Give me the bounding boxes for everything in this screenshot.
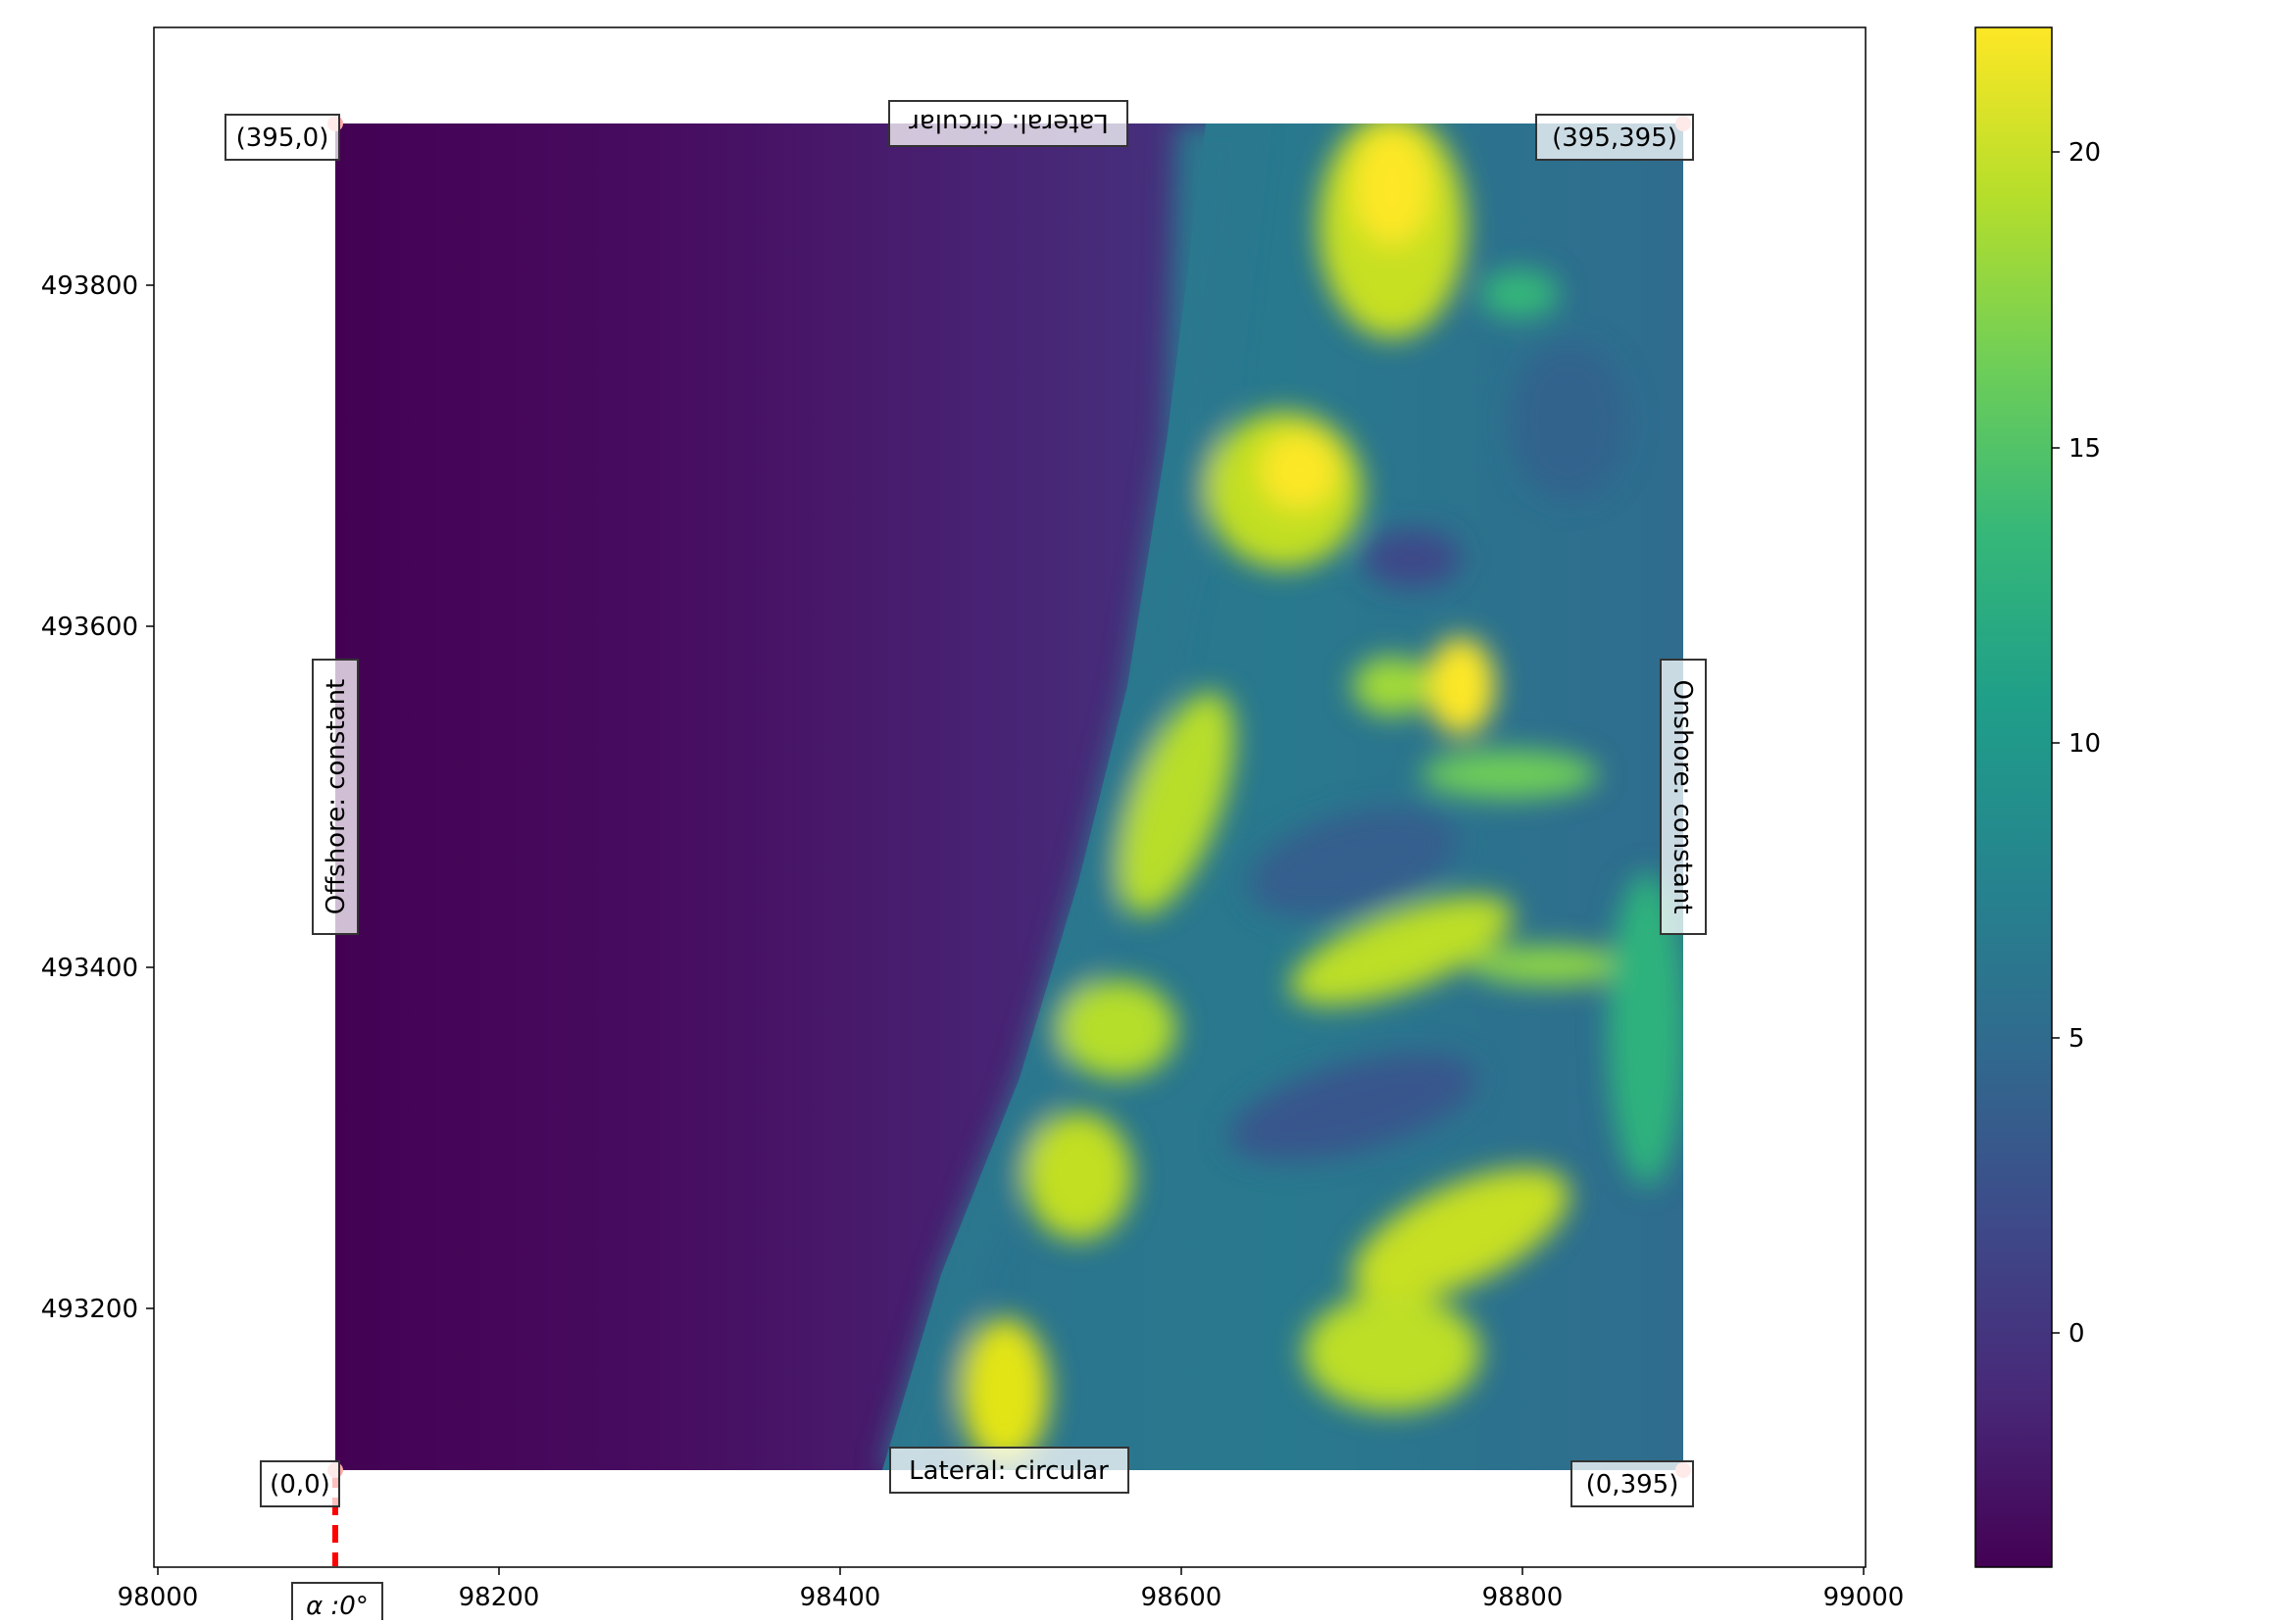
y-tick-label: 493600 [41, 613, 138, 642]
y-tick-label: 493200 [41, 1295, 138, 1324]
angle-label-box [291, 1582, 383, 1624]
colorbar-tick-label: 20 [2068, 138, 2101, 168]
colorbar-tick-label: 10 [2068, 729, 2101, 759]
corner-label-bottom-right: (0,395) [1586, 1470, 1679, 1500]
corner-labels: (395,0) (395,395) (0,0) (0,395) [224, 114, 1694, 1507]
boundary-label-top: Lateral: circular [909, 108, 1109, 137]
boundary-label-bottom: Lateral: circular [909, 1456, 1109, 1486]
angle-label: α :0° [306, 1592, 369, 1620]
x-tick-label: 98600 [1141, 1583, 1222, 1612]
y-tick-label: 493800 [41, 271, 138, 301]
x-tick-label: 98800 [1482, 1583, 1564, 1612]
corner-label-top-left: (395,0) [236, 123, 329, 153]
boundary-label-right: Onshore: constant [1668, 679, 1697, 913]
x-tick-label: 98400 [800, 1583, 881, 1612]
colorbar-tick-label: 15 [2068, 434, 2101, 464]
colorbar: 0 5 10 15 20 [1974, 26, 2101, 1568]
x-ticks: 98000 98200 98400 98600 98800 99000 [118, 1567, 1905, 1612]
colorbar-tick-label: 0 [2068, 1319, 2085, 1349]
x-tick-label: 98200 [459, 1583, 540, 1612]
colorbar-tick-label: 5 [2068, 1024, 2085, 1054]
boundary-label-left: Offshore: constant [322, 679, 351, 914]
y-ticks: 493200 493400 493600 493800 [41, 271, 154, 1324]
x-tick-label: 99000 [1823, 1583, 1905, 1612]
bathymetry-field [335, 123, 1683, 1470]
y-tick-label: 493400 [41, 954, 138, 983]
x-tick-label: 98000 [118, 1583, 199, 1612]
colorbar-gradient [1974, 26, 2053, 1568]
boundary-labels: Lateral: circular Lateral: circular Offs… [312, 100, 1707, 1494]
corner-label-bottom-left: (0,0) [270, 1470, 330, 1500]
corner-label-top-right: (395,395) [1552, 123, 1677, 153]
